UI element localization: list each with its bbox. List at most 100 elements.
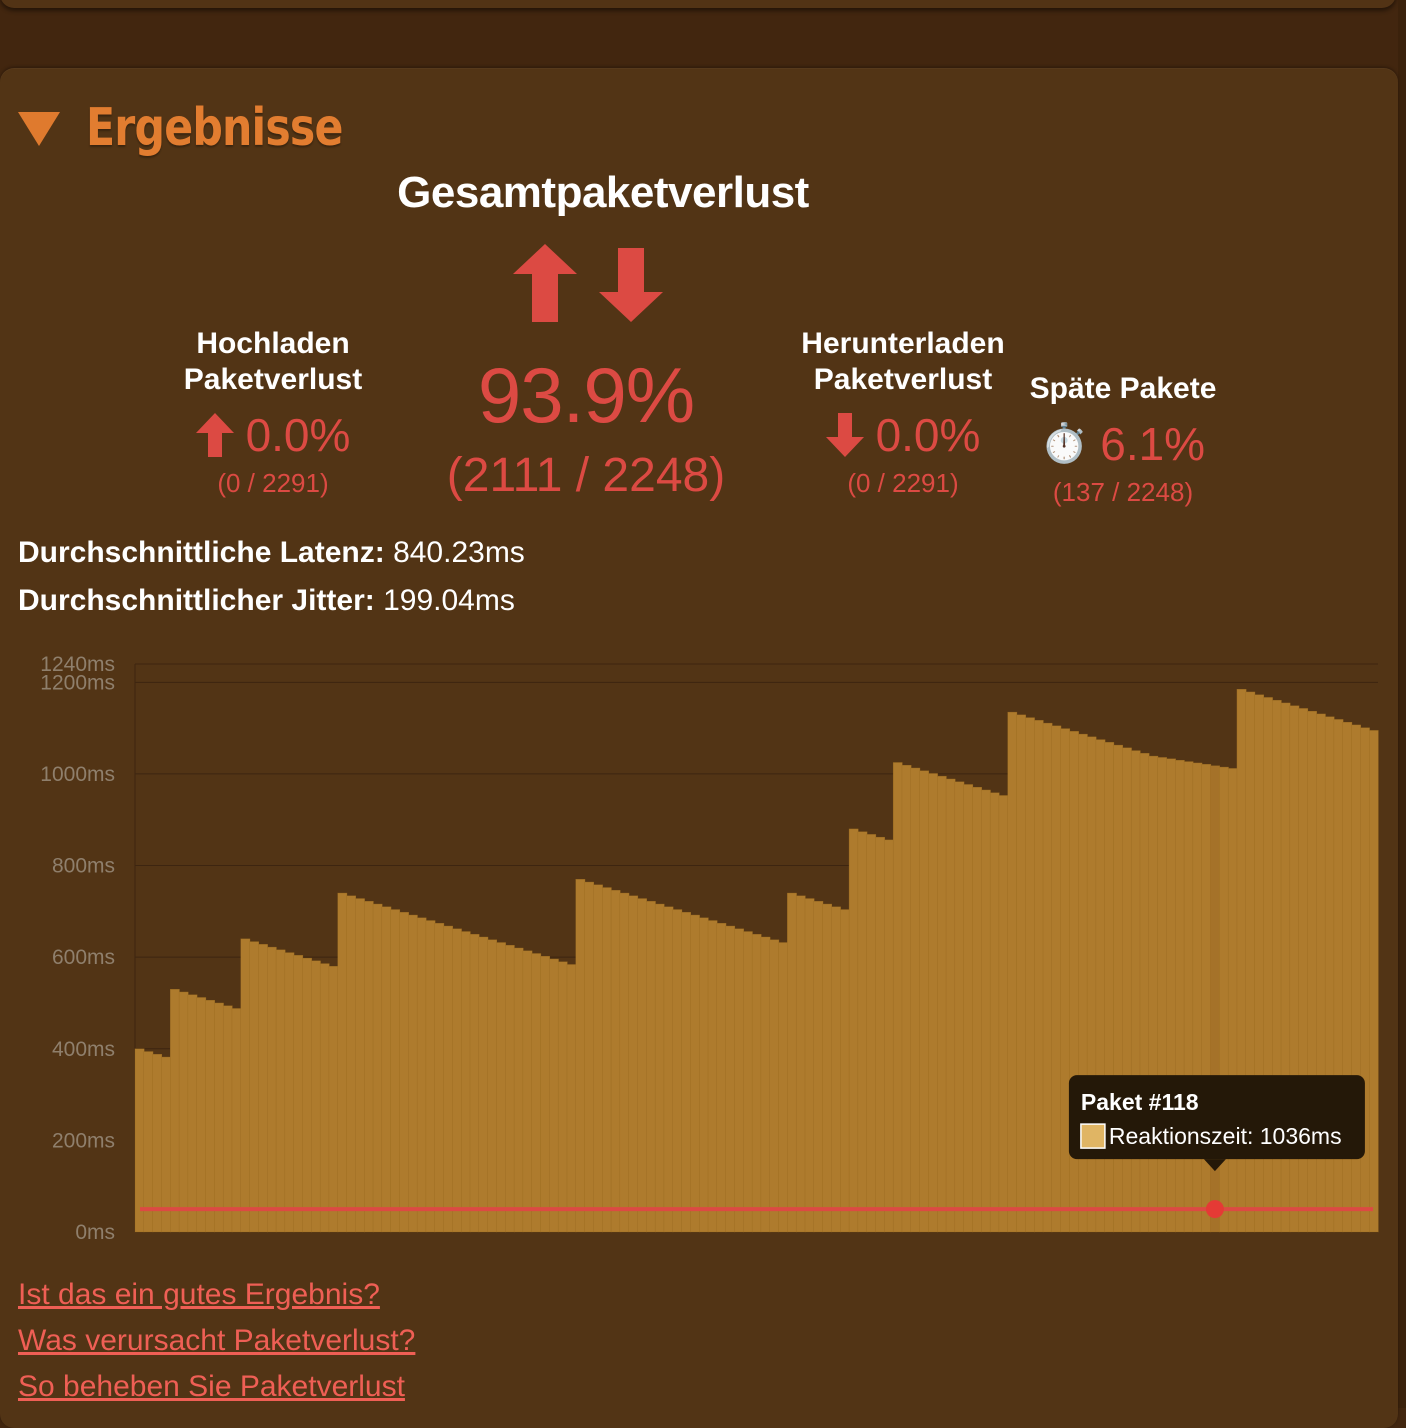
latency-bar[interactable]: [337, 892, 348, 1233]
latency-bar[interactable]: [584, 881, 594, 1233]
latency-bar[interactable]: [972, 787, 982, 1233]
latency-bar[interactable]: [496, 942, 506, 1233]
latency-bar[interactable]: [408, 914, 418, 1233]
latency-bar[interactable]: [293, 955, 304, 1233]
latency-bar[interactable]: [875, 836, 885, 1233]
latency-bar[interactable]: [557, 961, 568, 1233]
latency-bar[interactable]: [848, 828, 859, 1233]
latency-bar[interactable]: [663, 906, 674, 1233]
latency-bar[interactable]: [884, 839, 894, 1233]
latency-bar[interactable]: [434, 923, 445, 1233]
latency-bar[interactable]: [152, 1054, 163, 1233]
latency-bar[interactable]: [390, 909, 401, 1233]
latency-bar[interactable]: [161, 1056, 171, 1233]
latency-bar[interactable]: [1157, 757, 1168, 1233]
latency-bar[interactable]: [813, 901, 824, 1233]
latency-bar[interactable]: [787, 892, 797, 1233]
latency-bar[interactable]: [1130, 750, 1141, 1233]
latency-bar[interactable]: [892, 762, 903, 1233]
latency-bar[interactable]: [258, 944, 268, 1233]
latency-bar[interactable]: [928, 773, 938, 1233]
latency-bar[interactable]: [319, 963, 330, 1233]
latency-bar[interactable]: [346, 895, 356, 1233]
latency-bar[interactable]: [461, 931, 471, 1233]
latency-bar[interactable]: [425, 920, 436, 1233]
latency-bar[interactable]: [540, 956, 550, 1233]
latency-bar[interactable]: [1148, 755, 1159, 1233]
latency-bar[interactable]: [1183, 761, 1194, 1233]
latency-bar[interactable]: [170, 989, 180, 1233]
latency-bar[interactable]: [910, 767, 921, 1233]
latency-bar[interactable]: [734, 928, 744, 1233]
latency-bar[interactable]: [1016, 714, 1026, 1233]
link-good-result[interactable]: Ist das ein gutes Ergebnis?: [18, 1278, 380, 1311]
latency-bar[interactable]: [372, 903, 383, 1233]
latency-bar[interactable]: [311, 960, 321, 1233]
latency-bar[interactable]: [1007, 711, 1018, 1233]
latency-bar[interactable]: [707, 920, 718, 1233]
latency-bar[interactable]: [214, 1002, 224, 1233]
latency-bar[interactable]: [1175, 760, 1185, 1233]
latency-bar[interactable]: [857, 831, 868, 1233]
latency-bar[interactable]: [804, 898, 815, 1233]
latency-bar[interactable]: [646, 901, 656, 1233]
latency-bar[interactable]: [399, 912, 409, 1233]
latency-bar[interactable]: [240, 938, 251, 1233]
latency-bar[interactable]: [549, 958, 559, 1233]
latency-bar[interactable]: [1025, 717, 1035, 1233]
results-section-toggle[interactable]: Ergebnisse: [18, 98, 399, 158]
collapse-triangle-icon[interactable]: [18, 112, 60, 146]
latency-bar[interactable]: [231, 1008, 242, 1233]
latency-bar[interactable]: [416, 917, 427, 1233]
latency-bar[interactable]: [593, 884, 603, 1233]
latency-bar[interactable]: [531, 953, 542, 1233]
latency-bar[interactable]: [866, 834, 877, 1233]
latency-bar[interactable]: [998, 795, 1009, 1233]
latency-bar[interactable]: [134, 1048, 145, 1233]
latency-bar[interactable]: [328, 966, 339, 1233]
latency-bar[interactable]: [1034, 720, 1044, 1233]
link-fix-loss[interactable]: So beheben Sie Paketverlust: [18, 1370, 405, 1403]
latency-bar[interactable]: [654, 903, 665, 1233]
latency-bar[interactable]: [205, 1000, 215, 1233]
latency-bar[interactable]: [760, 936, 771, 1233]
latency-bar[interactable]: [672, 909, 683, 1233]
latency-bar[interactable]: [989, 792, 1000, 1233]
latency-bar[interactable]: [954, 781, 965, 1233]
latency-bar[interactable]: [355, 898, 365, 1233]
latency-bar[interactable]: [1227, 768, 1238, 1233]
latency-bar[interactable]: [963, 784, 974, 1233]
latency-bar[interactable]: [443, 925, 453, 1233]
latency-bar[interactable]: [619, 892, 630, 1233]
latency-bar[interactable]: [505, 945, 515, 1233]
latency-bar[interactable]: [1192, 762, 1203, 1233]
latency-bar[interactable]: [795, 895, 806, 1233]
loss-line-point[interactable]: [1205, 1200, 1224, 1219]
latency-bar[interactable]: [637, 898, 647, 1233]
latency-bar[interactable]: [751, 934, 762, 1233]
latency-chart[interactable]: 0ms 200ms 400ms 600ms 800ms 1000ms 1200ms 1240m…: [0, 648, 1398, 1248]
latency-bar[interactable]: [901, 765, 912, 1233]
latency-bar[interactable]: [487, 939, 498, 1233]
latency-bar[interactable]: [575, 879, 586, 1233]
latency-bar[interactable]: [452, 928, 462, 1233]
latency-bar[interactable]: [196, 997, 207, 1233]
link-loss-causes[interactable]: Was verursacht Paketverlust?: [18, 1324, 416, 1357]
latency-bar[interactable]: [381, 906, 392, 1233]
latency-bar[interactable]: [469, 934, 480, 1233]
latency-bar[interactable]: [769, 939, 780, 1233]
latency-bar[interactable]: [1042, 722, 1053, 1233]
latency-bar[interactable]: [981, 789, 991, 1233]
latency-bar[interactable]: [1060, 728, 1071, 1233]
latency-bar[interactable]: [522, 950, 533, 1233]
latency-bar[interactable]: [690, 914, 700, 1233]
latency-bar[interactable]: [187, 994, 198, 1233]
latency-chart-svg[interactable]: 0ms 200ms 400ms 600ms 800ms 1000ms 1200ms1240m…: [0, 648, 1398, 1248]
latency-bar[interactable]: [284, 952, 295, 1233]
latency-bar[interactable]: [364, 901, 374, 1233]
latency-bar[interactable]: [1166, 758, 1176, 1233]
latency-bar[interactable]: [1139, 753, 1150, 1233]
latency-bar[interactable]: [919, 770, 929, 1233]
latency-bar[interactable]: [699, 917, 709, 1233]
latency-bar[interactable]: [681, 912, 691, 1233]
